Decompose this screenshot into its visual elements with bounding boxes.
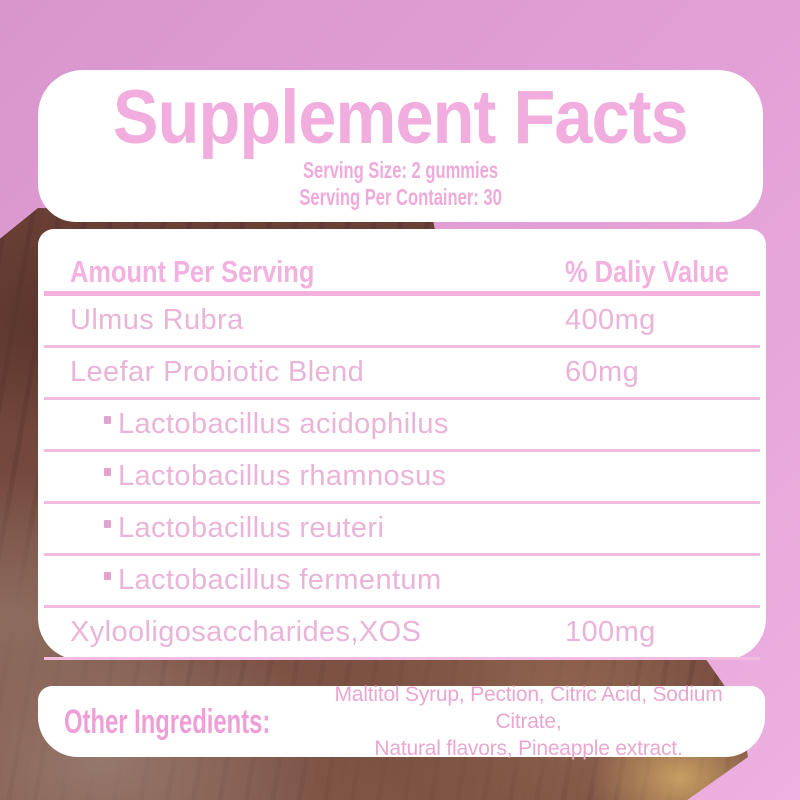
table-header-row: Amount Per Serving % Daliy Value bbox=[44, 229, 760, 296]
ingredient-name: Ulmus Rubra bbox=[70, 304, 244, 336]
ingredients-line-1: Maltitol Syrup, Pection, Citric Acid, So… bbox=[334, 683, 723, 733]
table-row: Xylooligosaccharides,XOS 100mg bbox=[44, 608, 760, 660]
ingredients-line-2: Natural flavors, Pineapple extract. bbox=[374, 737, 683, 760]
table-row: Lactobacillus fermentum bbox=[44, 556, 760, 608]
ingredient-name: Xylooligosaccharides,XOS bbox=[70, 616, 422, 648]
supplement-facts-title: Supplement Facts bbox=[113, 75, 689, 160]
table-row: Ulmus Rubra 400mg bbox=[44, 296, 760, 348]
amount-per-serving-header: Amount Per Serving bbox=[70, 254, 315, 289]
ingredient-amount: 60mg bbox=[565, 356, 640, 388]
table-body: Ulmus Rubra 400mg Leefar Probiotic Blend… bbox=[38, 296, 766, 660]
other-ingredients-panel: Other Ingredients: Maltitol Syrup, Pecti… bbox=[38, 683, 765, 760]
other-ingredients-label: Other Ingredients: bbox=[64, 702, 271, 741]
asterisk-marker bbox=[104, 520, 111, 528]
servings-per-container-line: Serving Per Container: 30 bbox=[299, 184, 502, 210]
table-row: Lactobacillus acidophilus bbox=[44, 400, 760, 452]
facts-table-panel: Amount Per Serving % Daliy Value Ulmus R… bbox=[38, 229, 766, 660]
table-row: Lactobacillus reuteri bbox=[44, 504, 760, 556]
table-row: Leefar Probiotic Blend 60mg bbox=[44, 348, 760, 400]
asterisk-marker bbox=[104, 416, 111, 424]
ingredient-name: Leefar Probiotic Blend bbox=[70, 356, 365, 388]
title-panel: Supplement Facts Serving Size: 2 gummies… bbox=[38, 70, 763, 222]
daily-value-header: % Daliy Value bbox=[565, 254, 729, 289]
ingredient-name: Lactobacillus rhamnosus bbox=[70, 460, 565, 493]
asterisk-marker bbox=[104, 572, 111, 580]
ingredient-name: Lactobacillus fermentum bbox=[70, 564, 565, 597]
ingredient-amount: 400mg bbox=[565, 304, 656, 336]
table-row: Lactobacillus rhamnosus bbox=[44, 452, 760, 504]
serving-size-line: Serving Size: 2 gummies bbox=[302, 157, 499, 183]
ingredient-name: Lactobacillus acidophilus bbox=[70, 408, 565, 441]
asterisk-marker bbox=[104, 468, 111, 476]
other-ingredients-text: Maltitol Syrup, Pection, Citric Acid, So… bbox=[310, 681, 765, 762]
serving-info: Serving Size: 2 gummies Serving Per Cont… bbox=[38, 157, 763, 211]
ingredient-amount: 100mg bbox=[565, 616, 656, 648]
ingredient-name: Lactobacillus reuteri bbox=[70, 512, 565, 545]
